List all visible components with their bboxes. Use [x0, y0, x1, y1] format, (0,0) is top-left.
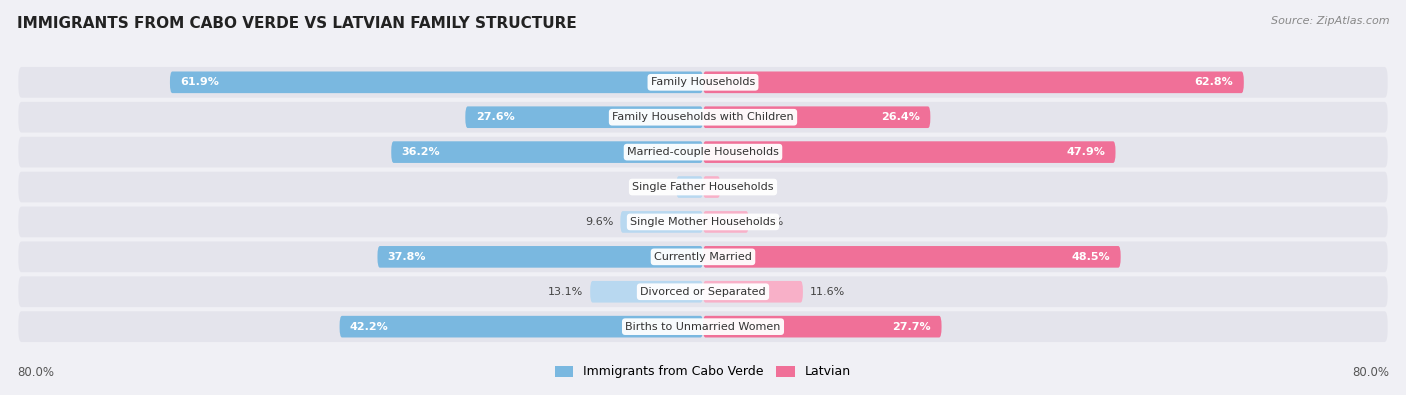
Text: 42.2%: 42.2%	[350, 322, 388, 332]
FancyBboxPatch shape	[703, 71, 1244, 93]
Text: Currently Married: Currently Married	[654, 252, 752, 262]
FancyBboxPatch shape	[340, 316, 703, 337]
Text: 2.0%: 2.0%	[727, 182, 755, 192]
Text: Divorced or Separated: Divorced or Separated	[640, 287, 766, 297]
FancyBboxPatch shape	[703, 211, 748, 233]
Text: 36.2%: 36.2%	[402, 147, 440, 157]
FancyBboxPatch shape	[18, 207, 1388, 237]
FancyBboxPatch shape	[703, 106, 931, 128]
FancyBboxPatch shape	[18, 172, 1388, 202]
FancyBboxPatch shape	[591, 281, 703, 303]
Text: Family Households: Family Households	[651, 77, 755, 87]
FancyBboxPatch shape	[170, 71, 703, 93]
Text: 26.4%: 26.4%	[882, 112, 920, 122]
FancyBboxPatch shape	[18, 137, 1388, 167]
Text: 27.7%: 27.7%	[893, 322, 931, 332]
Text: Married-couple Households: Married-couple Households	[627, 147, 779, 157]
Text: 9.6%: 9.6%	[585, 217, 613, 227]
Text: Source: ZipAtlas.com: Source: ZipAtlas.com	[1271, 16, 1389, 26]
Text: 48.5%: 48.5%	[1071, 252, 1111, 262]
FancyBboxPatch shape	[18, 276, 1388, 307]
Text: 3.1%: 3.1%	[641, 182, 669, 192]
Text: 37.8%: 37.8%	[388, 252, 426, 262]
Text: IMMIGRANTS FROM CABO VERDE VS LATVIAN FAMILY STRUCTURE: IMMIGRANTS FROM CABO VERDE VS LATVIAN FA…	[17, 16, 576, 31]
FancyBboxPatch shape	[18, 311, 1388, 342]
Text: 80.0%: 80.0%	[1353, 366, 1389, 379]
FancyBboxPatch shape	[703, 176, 720, 198]
Text: 5.3%: 5.3%	[755, 217, 783, 227]
FancyBboxPatch shape	[18, 241, 1388, 272]
Text: 62.8%: 62.8%	[1195, 77, 1233, 87]
Text: 80.0%: 80.0%	[17, 366, 53, 379]
Text: Single Mother Households: Single Mother Households	[630, 217, 776, 227]
FancyBboxPatch shape	[391, 141, 703, 163]
FancyBboxPatch shape	[620, 211, 703, 233]
Text: Births to Unmarried Women: Births to Unmarried Women	[626, 322, 780, 332]
FancyBboxPatch shape	[703, 246, 1121, 268]
FancyBboxPatch shape	[703, 316, 942, 337]
Text: Family Households with Children: Family Households with Children	[612, 112, 794, 122]
Text: 47.9%: 47.9%	[1066, 147, 1105, 157]
FancyBboxPatch shape	[676, 176, 703, 198]
FancyBboxPatch shape	[465, 106, 703, 128]
FancyBboxPatch shape	[377, 246, 703, 268]
Legend: Immigrants from Cabo Verde, Latvian: Immigrants from Cabo Verde, Latvian	[550, 360, 856, 384]
FancyBboxPatch shape	[18, 67, 1388, 98]
Text: 11.6%: 11.6%	[810, 287, 845, 297]
Text: 27.6%: 27.6%	[475, 112, 515, 122]
FancyBboxPatch shape	[703, 281, 803, 303]
FancyBboxPatch shape	[18, 102, 1388, 133]
Text: 13.1%: 13.1%	[548, 287, 583, 297]
Text: 61.9%: 61.9%	[180, 77, 219, 87]
FancyBboxPatch shape	[703, 141, 1115, 163]
Text: Single Father Households: Single Father Households	[633, 182, 773, 192]
